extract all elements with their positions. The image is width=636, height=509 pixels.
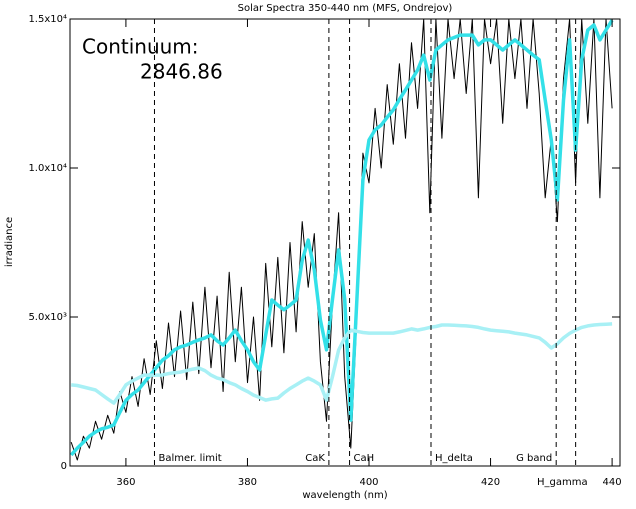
annotation: 2846.86 [140, 60, 223, 84]
x-tick-label: 420 [481, 477, 500, 488]
marker-label: Balmer. limit [158, 453, 221, 464]
plot-frame [69, 18, 621, 467]
chart-title: Solar Spectra 350-440 nm (MFS, Ondrejov) [238, 3, 453, 14]
x-tick-label: 400 [359, 477, 378, 488]
y-tick-label: 1.5x10⁴ [28, 14, 67, 25]
annotation: Continuum: [82, 35, 199, 59]
x-axis-label: wavelength (nm) [302, 490, 387, 501]
series-line [70, 19, 613, 461]
marker-label: H_gamma [537, 477, 588, 488]
x-tick-label: 440 [603, 477, 622, 488]
x-tick-label: 360 [116, 477, 135, 488]
series-line [71, 322, 613, 405]
series-line [70, 19, 614, 457]
y-tick-label: 0 [61, 461, 67, 472]
marker-label: G band [516, 453, 552, 464]
y-tick-label: 1.0x10⁴ [28, 163, 67, 174]
y-axis-label: irradiance [4, 217, 15, 267]
y-tick-label: 5.0x10³ [28, 312, 67, 323]
marker-label: CaH [354, 453, 375, 464]
marker-label: CaK [305, 453, 325, 464]
x-tick-label: 380 [238, 477, 257, 488]
marker-label: H_delta [435, 453, 473, 464]
